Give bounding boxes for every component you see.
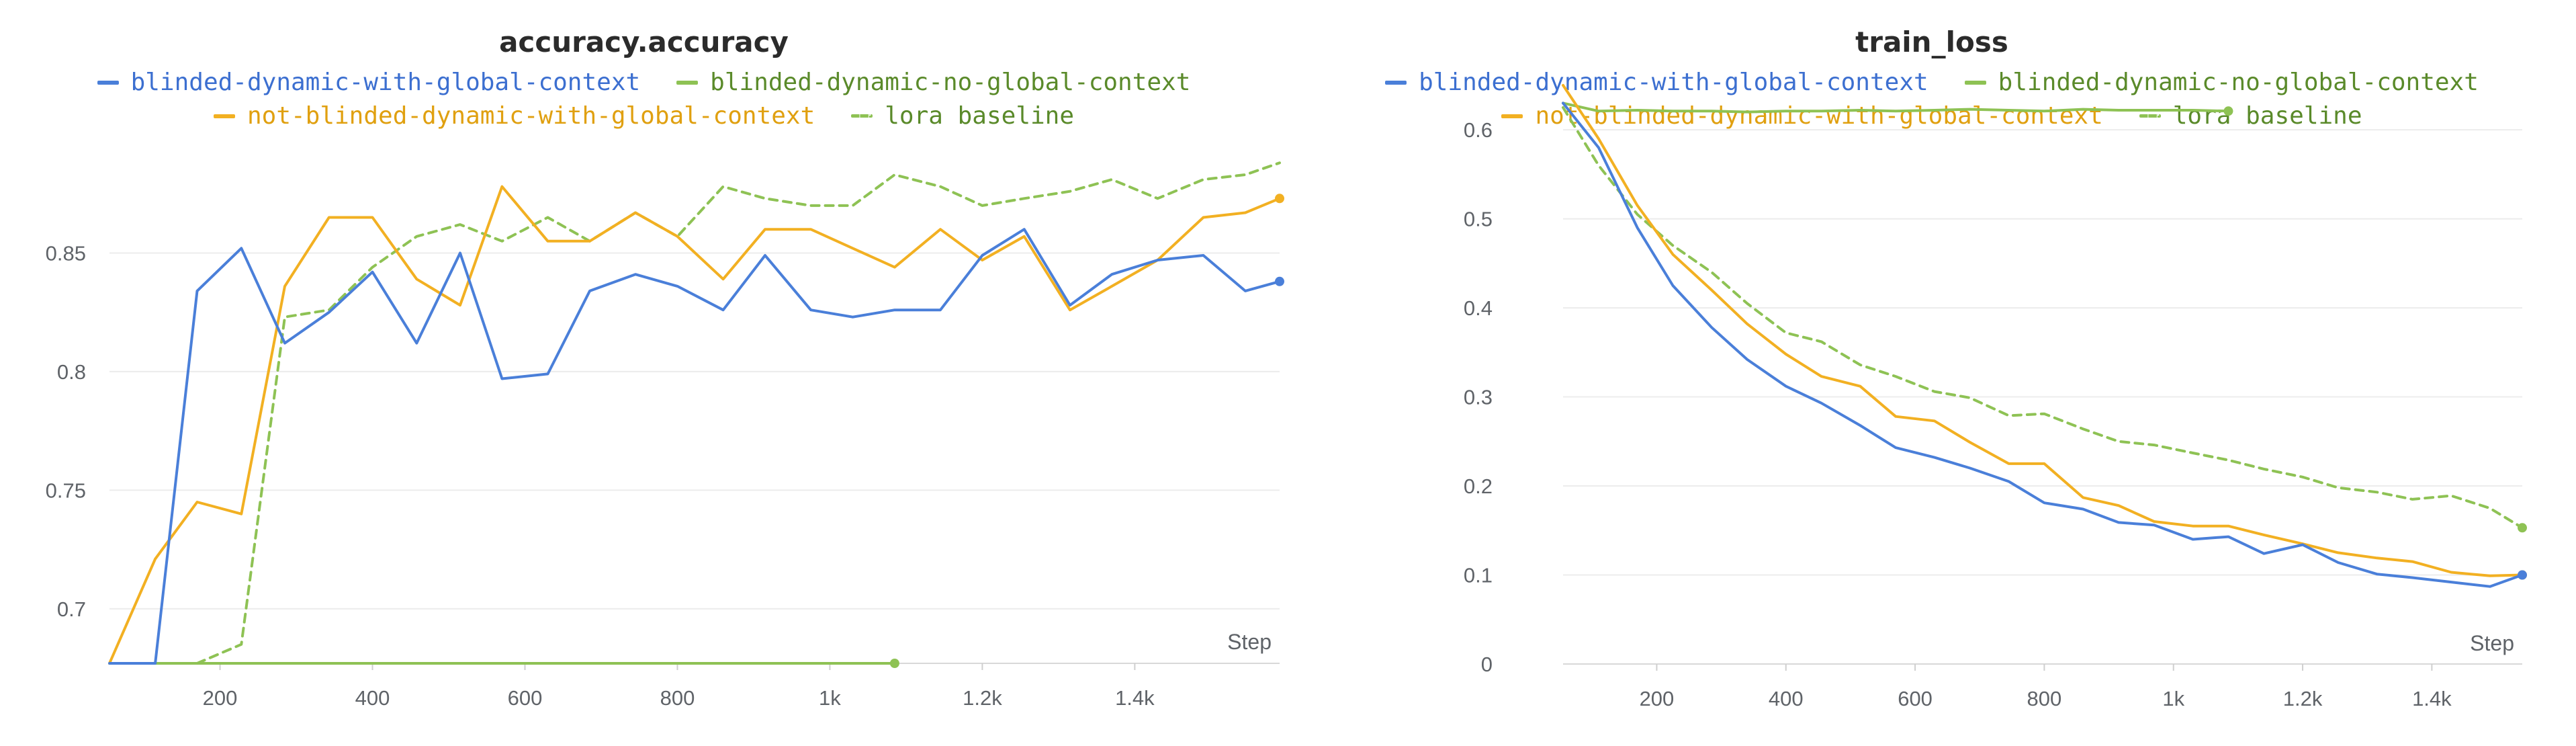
series-line-lora-baseline[interactable] — [1562, 106, 2524, 530]
x-tick-label: 600 — [1898, 687, 1933, 710]
x-tick-label: 400 — [1769, 687, 1804, 710]
y-tick-label: 0.8 — [57, 360, 86, 384]
legend-swatch — [1501, 114, 1523, 118]
legend-item-not-blinded[interactable]: not-blinded-dynamic-with-global-context — [213, 102, 815, 130]
x-tick-label: 1k — [2162, 687, 2184, 710]
legend-swatch — [851, 114, 873, 118]
x-tick-label: 1.2k — [2283, 687, 2323, 710]
legend-label: lora baseline — [885, 102, 1075, 130]
series-line-lora-baseline[interactable] — [195, 161, 1281, 665]
y-tick-label: 0.2 — [1464, 474, 1493, 498]
y-tick-label: 0.6 — [1464, 118, 1493, 142]
legend-swatch — [97, 80, 119, 85]
legend-swatch — [2139, 114, 2161, 118]
series-end-marker — [1275, 276, 1284, 286]
legend-swatch — [213, 114, 235, 118]
legend-label: blinded-dynamic-with-global-context — [1419, 69, 1928, 96]
y-tick-label: 0.75 — [46, 479, 86, 502]
legend-item-lora-baseline[interactable]: lora baseline — [851, 102, 1074, 130]
x-tick-label: 200 — [1640, 687, 1675, 710]
y-tick-label: 0 — [1481, 653, 1493, 676]
x-tick-label: 1.2k — [963, 686, 1002, 710]
legend-item-blinded-no-global[interactable]: blinded-dynamic-no-global-context — [1964, 69, 2479, 96]
series-end-marker — [889, 659, 899, 668]
legend: blinded-dynamic-with-global-context blin… — [1288, 69, 2576, 96]
legend-row-2: not-blinded-dynamic-with-global-context … — [1288, 102, 2576, 130]
y-tick-label: 0.3 — [1464, 386, 1493, 409]
series-line-blinded-dynamic-with-global-context[interactable] — [1562, 101, 2524, 588]
x-tick-label: 400 — [355, 686, 390, 710]
x-axis-label: Step — [1227, 630, 1272, 654]
x-tick-label: 800 — [2027, 687, 2062, 710]
legend-item-blinded-with-global[interactable]: blinded-dynamic-with-global-context — [97, 69, 641, 96]
legend-item-blinded-with-global[interactable]: blinded-dynamic-with-global-context — [1385, 69, 1928, 96]
y-tick-label: 0.85 — [46, 241, 86, 265]
series-end-marker — [2223, 106, 2233, 116]
x-tick-label: 1.4k — [2412, 687, 2452, 710]
y-tick-label: 0.4 — [1464, 296, 1493, 320]
x-tick-label: 600 — [508, 686, 543, 710]
train-loss-chart: 0 0.1 0.2 0.3 0.4 0.5 0.6 200 400 600 800 1k 1.2k 1.4… — [1464, 83, 2527, 710]
legend-label: not-blinded-dynamic-with-global-context — [247, 102, 815, 130]
x-tick-label: 800 — [660, 686, 695, 710]
series-end-marker — [1275, 194, 1284, 204]
series-end-marker — [2518, 570, 2527, 580]
legend-item-not-blinded[interactable]: not-blinded-dynamic-with-global-context — [1501, 102, 2103, 130]
accuracy-chart: 0.7 0.75 0.8 0.85 200 400 600 800 1k 1.2k 1.4k Step — [46, 161, 1284, 710]
legend-label: blinded-dynamic-with-global-context — [130, 69, 641, 96]
legend-row-2: not-blinded-dynamic-with-global-context … — [0, 102, 1288, 130]
legend-label: blinded-dynamic-no-global-context — [1998, 69, 2479, 96]
legend-label: lora baseline — [2172, 102, 2362, 130]
legend-swatch — [1964, 80, 1986, 85]
train-loss-panel: train_loss blinded-dynamic-with-global-c… — [1288, 0, 2576, 746]
x-tick-label: 200 — [203, 686, 238, 710]
y-tick-label: 0.7 — [57, 597, 86, 621]
accuracy-panel: accuracy.accuracy blinded-dynamic-with-g… — [0, 26, 1288, 710]
legend: blinded-dynamic-with-global-context blin… — [0, 69, 1288, 96]
legend-label: blinded-dynamic-no-global-context — [710, 69, 1191, 96]
legend-label: not-blinded-dynamic-with-global-context — [1535, 102, 2103, 130]
legend-swatch — [676, 80, 699, 85]
series-end-marker — [2518, 523, 2527, 533]
legend-swatch — [1385, 80, 1407, 85]
series-line-not-blinded-dynamic-with-global-context[interactable] — [108, 185, 1281, 665]
legend-item-blinded-no-global[interactable]: blinded-dynamic-no-global-context — [676, 69, 1190, 96]
x-tick-label: 1.4k — [1115, 686, 1155, 710]
y-tick-label: 0.1 — [1464, 564, 1493, 587]
series-line-not-blinded-dynamic-with-global-context[interactable] — [1562, 83, 2524, 577]
legend-item-lora-baseline[interactable]: lora baseline — [2139, 102, 2362, 130]
chart-title: train_loss — [1855, 26, 2008, 58]
series-line-blinded-dynamic-no-global-context[interactable] — [1562, 101, 2230, 114]
x-tick-label: 1k — [819, 686, 841, 710]
series-line-blinded-dynamic-with-global-context[interactable] — [108, 228, 1281, 665]
x-axis-label: Step — [2470, 631, 2514, 655]
chart-title: accuracy.accuracy — [499, 26, 789, 58]
y-tick-label: 0.5 — [1464, 208, 1493, 231]
